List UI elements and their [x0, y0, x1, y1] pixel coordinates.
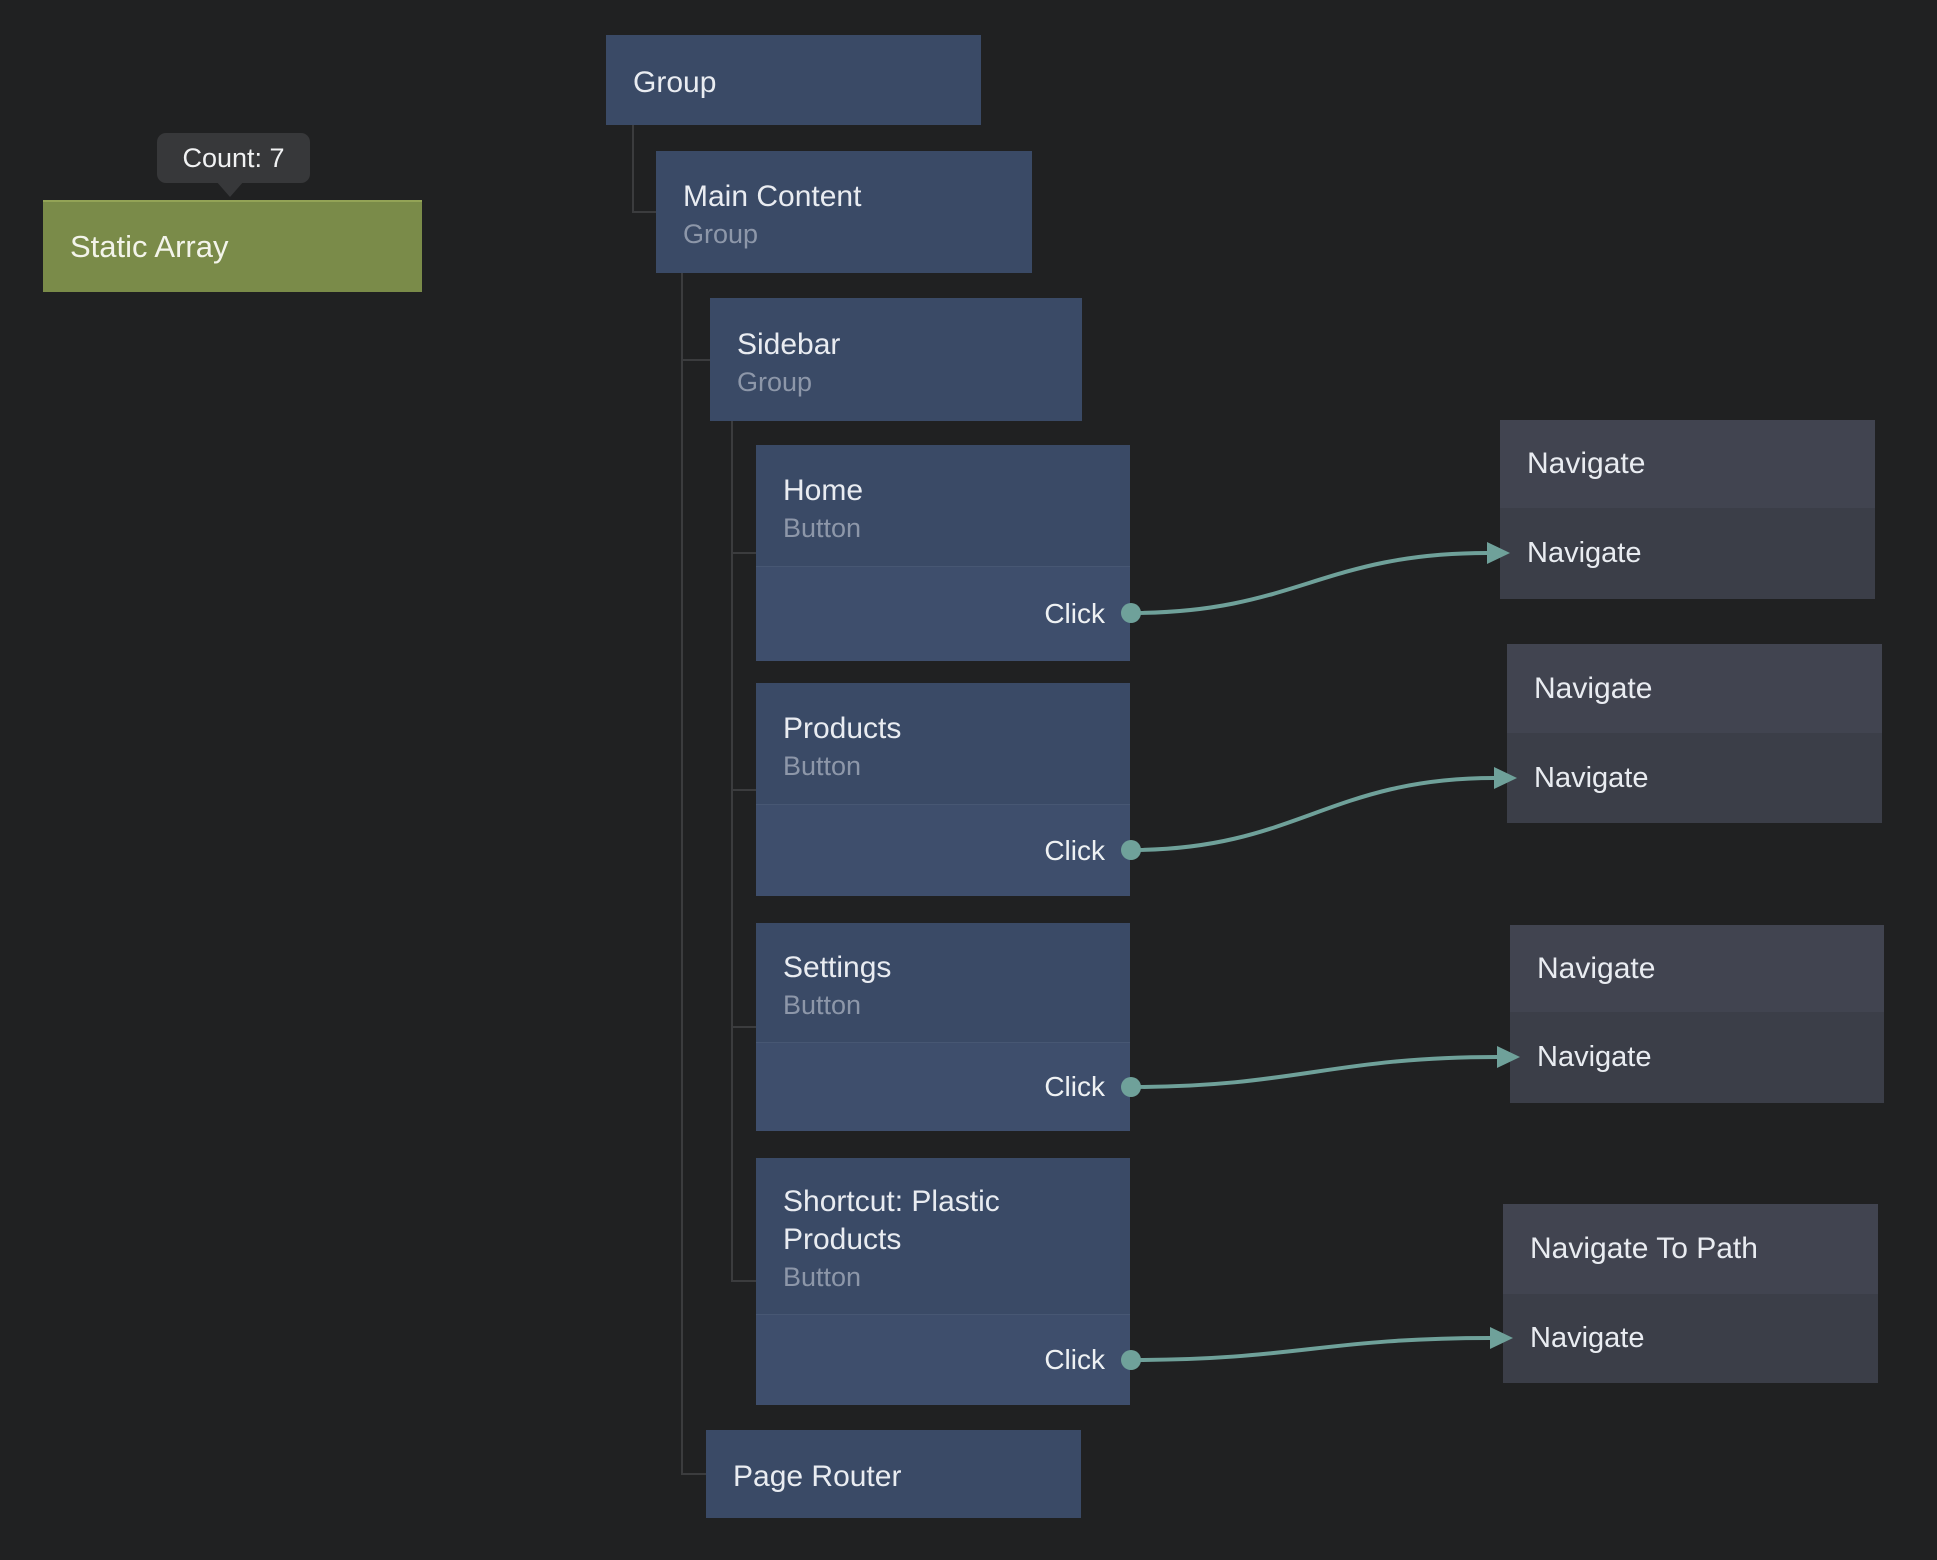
- node-navigate-1[interactable]: Navigate Navigate: [1500, 420, 1875, 599]
- node-shortcut-title: Shortcut: Plastic Products: [783, 1185, 1000, 1256]
- node-products[interactable]: Products Button Click: [756, 683, 1130, 896]
- node-group-title: Group: [633, 66, 717, 99]
- node-navigate-2-action-row[interactable]: Navigate: [1507, 733, 1882, 823]
- node-navigate-to-path[interactable]: Navigate To Path Navigate: [1503, 1204, 1878, 1383]
- node-settings-click-row[interactable]: Click: [756, 1042, 1130, 1131]
- node-shortcut-click-row[interactable]: Click: [756, 1314, 1130, 1405]
- node-main-content-title: Main Content: [683, 180, 862, 213]
- node-settings[interactable]: Settings Button Click: [756, 923, 1130, 1131]
- wire-settings-click-to-navigate: [1130, 1055, 1498, 1089]
- node-navigate-2[interactable]: Navigate Navigate: [1507, 644, 1882, 823]
- node-navigate-3-action-label: Navigate: [1537, 1041, 1652, 1073]
- node-settings-type: Button: [783, 989, 862, 1020]
- node-main-content-type: Group: [683, 219, 759, 249]
- node-home[interactable]: Home Button Click: [756, 445, 1130, 661]
- node-products-title: Products: [783, 711, 902, 745]
- node-home-click-row[interactable]: Click: [756, 566, 1130, 661]
- tree-line-main-content-trunk: [681, 273, 706, 1475]
- tree-line-sidebar-trunk: [731, 421, 756, 1282]
- node-static-array-title: Static Array: [70, 229, 229, 264]
- wire-products-click-to-navigate: [1130, 776, 1495, 852]
- node-products-click-row[interactable]: Click: [756, 804, 1130, 896]
- node-shortcut-plastic-products[interactable]: Shortcut: Plastic Products Button Click: [756, 1158, 1130, 1405]
- node-home-type: Button: [783, 512, 862, 543]
- node-home-click-port-label: Click: [1044, 598, 1105, 629]
- node-sidebar-title: Sidebar: [737, 327, 841, 361]
- node-sidebar[interactable]: Sidebar Group: [710, 298, 1082, 421]
- node-navigate-to-path-action-row[interactable]: Navigate: [1503, 1294, 1878, 1383]
- node-navigate-1-action-row[interactable]: Navigate: [1500, 508, 1875, 599]
- node-group[interactable]: Group: [606, 35, 981, 125]
- tree-line-group-to-main-content: [632, 125, 656, 213]
- node-navigate-1-action-label: Navigate: [1527, 537, 1642, 569]
- node-navigate-to-path-title: Navigate To Path: [1530, 1232, 1758, 1265]
- node-products-type: Button: [783, 750, 862, 781]
- node-shortcut-click-port-label: Click: [1044, 1344, 1105, 1375]
- wire-shortcut-click-to-navigate-to-path: [1130, 1336, 1491, 1362]
- node-navigate-2-action-label: Navigate: [1534, 761, 1649, 794]
- count-tooltip: Count: 7: [157, 133, 310, 197]
- node-static-array[interactable]: Static Array: [43, 200, 422, 292]
- node-page-router-title: Page Router: [733, 1460, 902, 1493]
- node-main-content[interactable]: Main Content Group: [656, 151, 1032, 273]
- node-shortcut-type: Button: [783, 1262, 862, 1292]
- tooltip-pointer: [216, 181, 244, 197]
- node-home-title: Home: [783, 473, 864, 507]
- node-page-router[interactable]: Page Router: [706, 1430, 1081, 1518]
- node-navigate-to-path-action-label: Navigate: [1530, 1322, 1645, 1354]
- node-products-click-port-label: Click: [1044, 834, 1105, 866]
- wire-home-click-to-navigate: [1130, 551, 1488, 615]
- node-navigate-2-title: Navigate: [1534, 671, 1653, 705]
- node-navigate-1-title: Navigate: [1527, 447, 1646, 480]
- node-navigate-3-title: Navigate: [1537, 951, 1656, 985]
- node-settings-click-port-label: Click: [1044, 1071, 1105, 1102]
- node-settings-title: Settings: [783, 950, 892, 984]
- node-navigate-3[interactable]: Navigate Navigate: [1510, 925, 1884, 1103]
- node-sidebar-type: Group: [737, 366, 813, 397]
- count-tooltip-label: Count: 7: [182, 142, 285, 173]
- node-navigate-3-action-row[interactable]: Navigate: [1510, 1012, 1884, 1103]
